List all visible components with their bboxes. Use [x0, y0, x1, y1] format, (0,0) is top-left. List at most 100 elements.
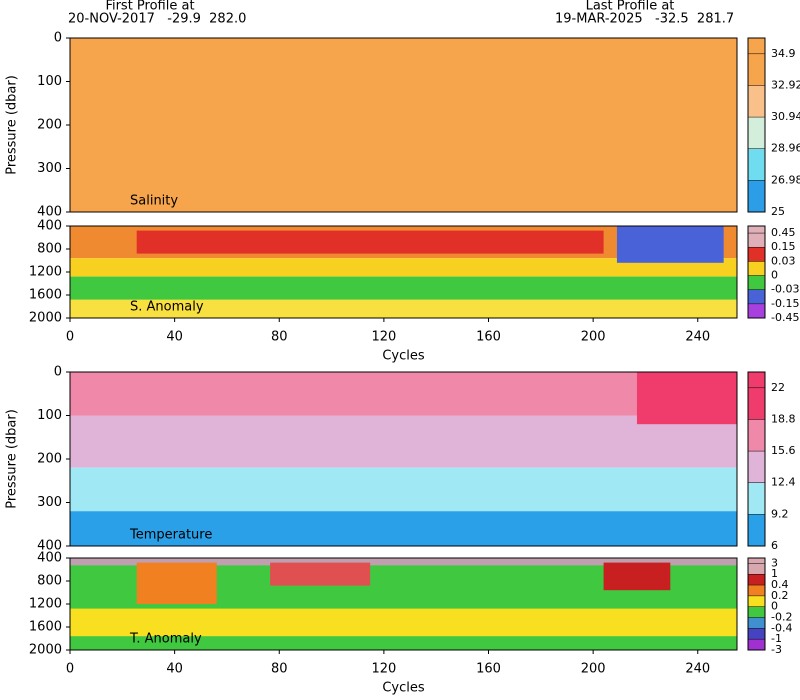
- colorbar-label: 0.15: [771, 240, 796, 253]
- field-band: [270, 562, 371, 586]
- y-tick-label: 300: [37, 161, 62, 176]
- colorbar-label: -0.03: [771, 283, 799, 296]
- x-tick-label: 120: [371, 662, 396, 677]
- colorbar-band: [748, 628, 765, 640]
- colorbar-label: 1: [771, 567, 778, 580]
- field-band: [70, 372, 737, 416]
- colorbar-band: [748, 261, 765, 276]
- colorbar-label: 0.4: [771, 578, 789, 591]
- x-tick-label: 40: [166, 330, 183, 345]
- field-band: [136, 230, 604, 254]
- y-tick-label: 100: [37, 408, 62, 423]
- colorbar-label: 6: [771, 539, 778, 552]
- colorbar-label: -0.2: [771, 611, 792, 624]
- colorbar-label: 32.92: [771, 78, 800, 91]
- field-band: [70, 608, 737, 637]
- panel-label: Salinity: [130, 194, 178, 209]
- colorbar-band: [748, 148, 765, 181]
- x-tick-label: 160: [476, 330, 501, 345]
- colorbar-band: [748, 514, 765, 546]
- y-axis-label: Pressure (dbar): [5, 75, 20, 175]
- field-band: [70, 415, 737, 468]
- y-tick-label: 400: [37, 205, 62, 220]
- colorbar-band: [748, 558, 765, 575]
- last-info: 19-MAR-2025 -32.5 281.7: [555, 12, 734, 27]
- x-tick-label: 120: [371, 330, 396, 345]
- colorbar-label: 30.94: [771, 110, 800, 123]
- x-tick-label: 200: [581, 330, 606, 345]
- colorbar-band: [748, 595, 765, 607]
- x-tick-label: 160: [476, 662, 501, 677]
- colorbar-band: [748, 226, 765, 248]
- colorbar-band: [748, 38, 765, 86]
- y-tick-label: 800: [37, 574, 62, 589]
- colorbar-band: [748, 606, 765, 618]
- field-band: [70, 38, 737, 212]
- y-tick-label: 2000: [29, 643, 62, 658]
- x-tick-label: 80: [271, 662, 288, 677]
- first-title: First Profile at: [105, 0, 194, 14]
- field-band: [70, 258, 737, 277]
- colorbar-band: [748, 117, 765, 149]
- colorbar-band: [748, 275, 765, 290]
- colorbar-label: 0: [771, 269, 778, 282]
- colorbar-band: [748, 639, 765, 650]
- first-info: 20-NOV-2017 -29.9 282.0: [68, 12, 246, 27]
- colorbar-label: 3: [771, 556, 778, 569]
- x-tick-label: 240: [685, 662, 710, 677]
- field-band: [616, 226, 724, 263]
- panel-label: S. Anomaly: [130, 300, 204, 315]
- y-tick-label: 1200: [29, 265, 62, 280]
- colorbar-label: 25: [771, 205, 785, 218]
- field-band: [636, 372, 737, 425]
- x-axis-label: Cycles: [382, 681, 425, 696]
- colorbar-label: -0.15: [771, 297, 799, 310]
- y-tick-label: 0: [54, 31, 62, 46]
- colorbar-band: [748, 482, 765, 515]
- colorbar-band: [748, 289, 765, 304]
- colorbar-label: 12.4: [771, 476, 796, 489]
- x-axis-label: Cycles: [382, 349, 425, 364]
- field-band: [603, 562, 671, 591]
- colorbar-label: -0.45: [771, 311, 799, 324]
- x-tick-label: 0: [66, 662, 74, 677]
- x-tick-label: 200: [581, 662, 606, 677]
- y-tick-label: 800: [37, 242, 62, 257]
- colorbar-label: 18.8: [771, 412, 796, 425]
- colorbar-label: 0.2: [771, 589, 789, 602]
- colorbar-band: [748, 180, 765, 212]
- colorbar-label: 0.03: [771, 254, 796, 267]
- y-tick-label: 1200: [29, 597, 62, 612]
- colorbar-band: [748, 451, 765, 483]
- y-tick-label: 200: [37, 452, 62, 467]
- y-tick-label: 400: [37, 539, 62, 554]
- colorbar-label: 9.2: [771, 507, 789, 520]
- y-tick-label: 300: [37, 495, 62, 510]
- panel-label: Temperature: [129, 528, 212, 543]
- y-tick-label: 100: [37, 74, 62, 89]
- field-band: [136, 562, 217, 604]
- colorbar-label: -1: [771, 632, 782, 645]
- colorbar-label: 22: [771, 381, 785, 394]
- colorbar-band: [748, 85, 765, 118]
- y-tick-label: 400: [37, 551, 62, 566]
- colorbar-band: [748, 419, 765, 452]
- x-tick-label: 80: [271, 330, 288, 345]
- colorbar-label: 28.96: [771, 142, 800, 155]
- colorbar-label: -0.4: [771, 621, 792, 634]
- panel-label: T. Anomaly: [129, 632, 202, 647]
- colorbar-label: 0: [771, 600, 778, 613]
- x-tick-label: 240: [685, 330, 710, 345]
- y-tick-label: 1600: [29, 620, 62, 635]
- colorbar-label: 34.9: [771, 47, 796, 60]
- x-tick-label: 0: [66, 330, 74, 345]
- x-tick-label: 40: [166, 662, 183, 677]
- field-band: [70, 467, 737, 512]
- field-band: [70, 558, 737, 566]
- colorbar-label: 15.6: [771, 444, 796, 457]
- y-tick-label: 200: [37, 118, 62, 133]
- field-band: [70, 511, 737, 546]
- colorbar-label: 26.98: [771, 173, 800, 186]
- y-tick-label: 1600: [29, 288, 62, 303]
- y-axis-label: Pressure (dbar): [5, 409, 20, 509]
